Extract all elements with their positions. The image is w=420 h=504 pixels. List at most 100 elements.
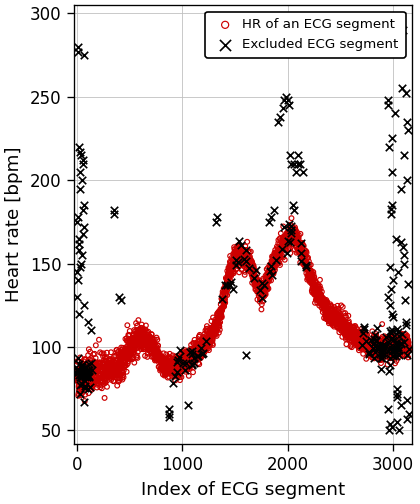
HR of an ECG segment	[162, 370, 168, 378]
HR of an ECG segment	[189, 348, 195, 356]
HR of an ECG segment	[295, 234, 302, 242]
HR of an ECG segment	[341, 317, 348, 325]
Excluded ECG segment	[371, 335, 378, 343]
Excluded ECG segment	[386, 367, 392, 375]
HR of an ECG segment	[297, 230, 304, 238]
HR of an ECG segment	[346, 333, 353, 341]
HR of an ECG segment	[270, 261, 277, 269]
Excluded ECG segment	[85, 367, 92, 375]
HR of an ECG segment	[151, 350, 158, 358]
HR of an ECG segment	[155, 348, 161, 356]
HR of an ECG segment	[114, 371, 121, 379]
HR of an ECG segment	[259, 281, 266, 289]
HR of an ECG segment	[361, 330, 368, 338]
HR of an ECG segment	[366, 345, 373, 353]
HR of an ECG segment	[87, 385, 94, 393]
Excluded ECG segment	[232, 261, 239, 269]
HR of an ECG segment	[194, 338, 201, 346]
HR of an ECG segment	[169, 360, 176, 368]
HR of an ECG segment	[216, 314, 223, 322]
HR of an ECG segment	[231, 268, 237, 276]
HR of an ECG segment	[299, 248, 306, 257]
HR of an ECG segment	[405, 342, 412, 350]
HR of an ECG segment	[239, 260, 246, 268]
HR of an ECG segment	[337, 312, 344, 321]
Excluded ECG segment	[182, 366, 189, 374]
HR of an ECG segment	[282, 235, 289, 243]
HR of an ECG segment	[386, 349, 393, 357]
HR of an ECG segment	[199, 342, 206, 350]
HR of an ECG segment	[395, 343, 402, 351]
HR of an ECG segment	[322, 314, 329, 322]
HR of an ECG segment	[382, 342, 389, 350]
HR of an ECG segment	[217, 309, 224, 317]
HR of an ECG segment	[308, 279, 315, 287]
HR of an ECG segment	[299, 243, 305, 251]
Excluded ECG segment	[360, 329, 366, 337]
HR of an ECG segment	[142, 336, 149, 344]
HR of an ECG segment	[307, 275, 314, 283]
Excluded ECG segment	[299, 168, 306, 176]
HR of an ECG segment	[91, 350, 98, 358]
HR of an ECG segment	[318, 293, 324, 301]
HR of an ECG segment	[348, 331, 355, 339]
HR of an ECG segment	[192, 340, 199, 348]
HR of an ECG segment	[92, 368, 99, 376]
HR of an ECG segment	[279, 240, 286, 248]
HR of an ECG segment	[166, 363, 173, 371]
HR of an ECG segment	[141, 338, 148, 346]
HR of an ECG segment	[133, 329, 139, 337]
Excluded ECG segment	[81, 384, 88, 392]
HR of an ECG segment	[368, 350, 374, 358]
HR of an ECG segment	[283, 240, 289, 248]
HR of an ECG segment	[277, 253, 284, 261]
HR of an ECG segment	[275, 245, 282, 253]
HR of an ECG segment	[296, 231, 302, 239]
HR of an ECG segment	[359, 331, 365, 339]
HR of an ECG segment	[216, 321, 223, 329]
HR of an ECG segment	[195, 352, 202, 360]
HR of an ECG segment	[349, 343, 355, 351]
HR of an ECG segment	[83, 376, 89, 384]
HR of an ECG segment	[278, 245, 285, 253]
HR of an ECG segment	[346, 329, 353, 337]
HR of an ECG segment	[173, 372, 180, 380]
Excluded ECG segment	[381, 346, 388, 354]
HR of an ECG segment	[192, 347, 199, 355]
HR of an ECG segment	[370, 344, 377, 352]
HR of an ECG segment	[92, 371, 99, 380]
HR of an ECG segment	[230, 263, 236, 271]
HR of an ECG segment	[128, 349, 135, 357]
HR of an ECG segment	[171, 367, 178, 375]
HR of an ECG segment	[190, 357, 197, 365]
HR of an ECG segment	[398, 339, 405, 347]
HR of an ECG segment	[158, 358, 164, 366]
Excluded ECG segment	[405, 410, 412, 418]
HR of an ECG segment	[341, 322, 348, 330]
HR of an ECG segment	[92, 365, 99, 373]
HR of an ECG segment	[296, 237, 302, 245]
HR of an ECG segment	[386, 341, 393, 349]
HR of an ECG segment	[225, 276, 231, 284]
HR of an ECG segment	[389, 350, 396, 358]
HR of an ECG segment	[169, 372, 176, 380]
HR of an ECG segment	[333, 313, 339, 321]
HR of an ECG segment	[295, 248, 302, 256]
Excluded ECG segment	[388, 347, 395, 355]
Excluded ECG segment	[383, 342, 390, 350]
HR of an ECG segment	[249, 268, 256, 276]
HR of an ECG segment	[146, 346, 152, 354]
HR of an ECG segment	[155, 356, 162, 364]
HR of an ECG segment	[364, 342, 370, 350]
HR of an ECG segment	[351, 331, 358, 339]
HR of an ECG segment	[92, 360, 99, 368]
HR of an ECG segment	[270, 252, 277, 260]
HR of an ECG segment	[244, 251, 250, 259]
Excluded ECG segment	[403, 118, 410, 126]
HR of an ECG segment	[256, 289, 262, 297]
HR of an ECG segment	[177, 367, 184, 375]
Excluded ECG segment	[372, 348, 378, 356]
HR of an ECG segment	[148, 331, 155, 339]
HR of an ECG segment	[147, 343, 154, 351]
HR of an ECG segment	[192, 346, 199, 354]
